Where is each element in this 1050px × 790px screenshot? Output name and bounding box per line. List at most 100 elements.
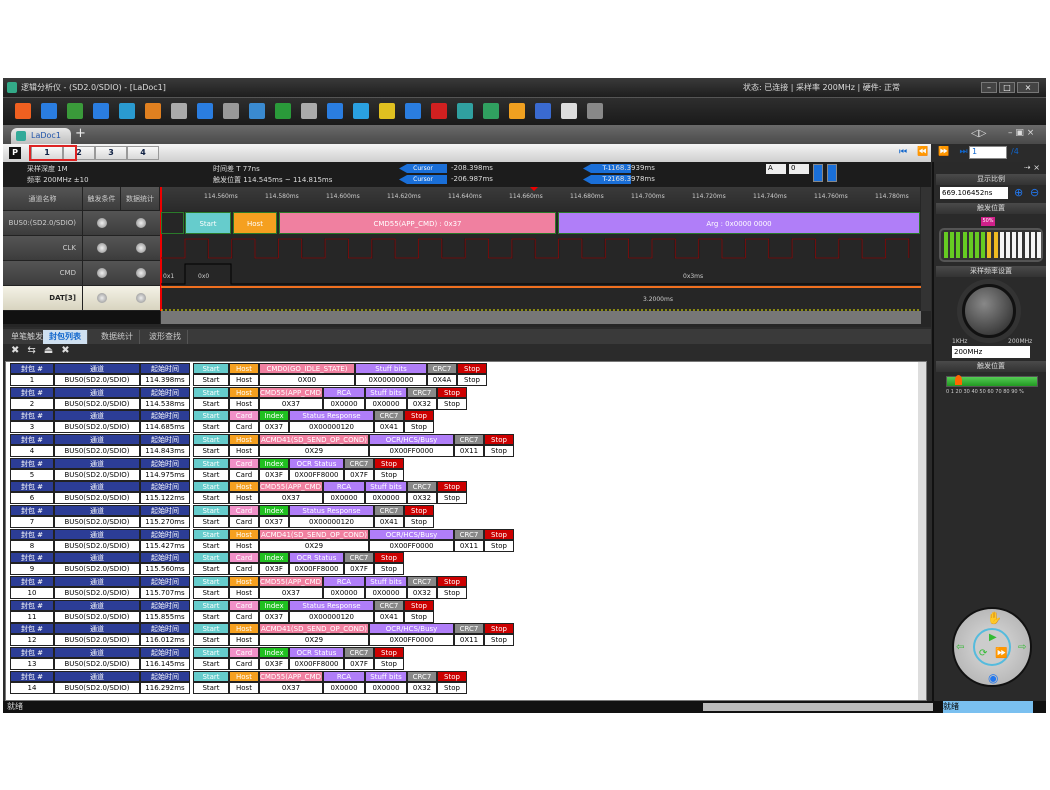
page-navigation-buttons[interactable]: ⏮⏪⏩⏭: [899, 147, 978, 157]
settings-icon[interactable]: [145, 103, 161, 119]
page-tab-2[interactable]: 2: [63, 146, 95, 160]
data-statistics-icon[interactable]: [136, 268, 146, 278]
zoom-out-icon[interactable]: ⊖: [1030, 186, 1040, 199]
maximize-button[interactable]: □: [999, 82, 1015, 93]
add-tab-button[interactable]: +: [75, 126, 86, 141]
pin-icon[interactable]: P: [9, 147, 21, 159]
stop-icon[interactable]: ◉: [988, 671, 999, 685]
channel-scrollbar[interactable]: [3, 311, 160, 324]
tab-scroll-arrows[interactable]: ◁▷: [971, 128, 987, 139]
grid-icon[interactable]: [535, 103, 551, 119]
single-run-icon[interactable]: ▶: [989, 632, 997, 643]
cursor-select-a[interactable]: A: [766, 164, 786, 174]
star-icon[interactable]: [509, 103, 525, 119]
bus-icon[interactable]: [353, 103, 369, 119]
cursor-b-tag[interactable]: Cursor: [399, 175, 447, 184]
panel-pin-close[interactable]: ⇢ ×: [1024, 163, 1040, 172]
cursor-tool-icon[interactable]: [813, 164, 823, 182]
list-tool-icons[interactable]: ✖⇆⏏✖: [11, 345, 78, 356]
packet-row[interactable]: 封包 #12 通道 BUS0(SD2.0/SDIO) 起始时间 116.012ms Sta…: [6, 623, 906, 647]
page-tab-3[interactable]: 3: [95, 146, 127, 160]
trigger-position-slider[interactable]: [946, 375, 1038, 387]
minimize-button[interactable]: –: [981, 82, 997, 93]
packet-row[interactable]: 封包 #13 通道 BUS0(SD2.0/SDIO) 起始时间 116.145ms Sta…: [6, 647, 906, 671]
bus-decode-segment[interactable]: CMD55(APP_CMD) : 0x37: [279, 212, 556, 234]
trigger-condition-icon[interactable]: [97, 293, 107, 303]
packet-row[interactable]: 封包 #5 通道 BUS0(SD2.0/SDIO) 起始时间 114.975ms Star…: [6, 457, 906, 481]
packet-row[interactable]: 封包 #10 通道 BUS0(SD2.0/SDIO) 起始时间 115.707ms Sta…: [6, 576, 906, 600]
packet-row[interactable]: 封包 #9 通道 BUS0(SD2.0/SDIO) 起始时间 115.560ms Star…: [6, 552, 906, 576]
page-tab-4[interactable]: 4: [127, 146, 159, 160]
refresh-icon[interactable]: [483, 103, 499, 119]
repeat-run-icon[interactable]: ⟳: [979, 648, 988, 659]
bus-decode-segment[interactable]: Host: [233, 212, 277, 234]
probe-icon[interactable]: [171, 103, 187, 119]
insert-icon[interactable]: [301, 103, 317, 119]
prev-icon[interactable]: ⇦: [956, 642, 965, 653]
cursor-a-tag[interactable]: Cursor: [399, 164, 447, 173]
zoom-in-icon[interactable]: ⊕: [1014, 186, 1024, 199]
save-icon[interactable]: [41, 103, 57, 119]
tab-window-controls[interactable]: – ▣ ×: [1008, 128, 1035, 138]
packet-row[interactable]: 封包 #8 通道 BUS0(SD2.0/SDIO) 起始时间 115.427ms Star…: [6, 528, 906, 552]
packet-row[interactable]: 封包 #11 通道 BUS0(SD2.0/SDIO) 起始时间 115.855ms Sta…: [6, 599, 906, 623]
channel-row[interactable]: CLK: [3, 236, 160, 261]
bus-decode-segment[interactable]: Start: [185, 212, 231, 234]
cursor-select-b[interactable]: 0: [789, 164, 809, 174]
add-channel-icon[interactable]: [197, 103, 213, 119]
level-meter[interactable]: [939, 228, 1043, 262]
sample-rate-knob[interactable]: [962, 284, 1016, 338]
channel-row[interactable]: BUS0:(SD2.0/SDIO): [3, 211, 160, 236]
mouse-icon[interactable]: [587, 103, 603, 119]
data-statistics-icon[interactable]: [136, 293, 146, 303]
tab-ladoc1[interactable]: LaDoc1: [11, 128, 71, 144]
cursor-t1-tag[interactable]: T-1: [583, 164, 631, 173]
zoom-select[interactable]: 669.106452ns: [940, 187, 1008, 199]
layout-icon[interactable]: [275, 103, 291, 119]
play-video-icon[interactable]: [561, 103, 577, 119]
waveform-hscrollbar[interactable]: [161, 311, 921, 324]
close-button[interactable]: ×: [1017, 82, 1039, 93]
marker-tool-icon[interactable]: [827, 164, 837, 182]
stack-icon[interactable]: [223, 103, 239, 119]
marker-b-icon[interactable]: [405, 103, 421, 119]
decode-icon[interactable]: [327, 103, 343, 119]
field-value: 0X7F: [344, 468, 374, 481]
continuous-run-icon[interactable]: ⏩: [995, 648, 1008, 659]
search-icon[interactable]: [457, 103, 473, 119]
marker-a-icon[interactable]: [379, 103, 395, 119]
sample-rate-select[interactable]: 200MHz: [952, 346, 1030, 358]
marker-c-icon[interactable]: [431, 103, 447, 119]
packet-row[interactable]: 封包 #7 通道 BUS0(SD2.0/SDIO) 起始时间 115.270ms Star…: [6, 505, 906, 529]
open-icon[interactable]: [15, 103, 31, 119]
save-as-icon[interactable]: [67, 103, 83, 119]
packet-row[interactable]: 封包 #3 通道 BUS0(SD2.0/SDIO) 起始时间 114.685ms Star…: [6, 410, 906, 434]
waveform-vscrollbar[interactable]: [921, 187, 931, 311]
page-input[interactable]: 1: [969, 146, 1007, 159]
trigger-condition-icon[interactable]: [97, 268, 107, 278]
tab-bottom-2[interactable]: 数据统计: [95, 330, 140, 344]
bus-decode-segment[interactable]: Arg : 0x0000 0000: [558, 212, 920, 234]
tab-bottom-3[interactable]: 波形查找: [143, 330, 188, 344]
packet-row[interactable]: 封包 #14 通道 BUS0(SD2.0/SDIO) 起始时间 116.292ms Sta…: [6, 670, 906, 694]
run-control-wheel[interactable]: ✋ ▶ ⟳ ⏩ ⇦ ⇨ ◉: [952, 607, 1032, 687]
capture-icon[interactable]: [119, 103, 135, 119]
next-icon[interactable]: ⇨: [1018, 642, 1027, 653]
packet-row[interactable]: 封包 #1 通道 BUS0(SD2.0/SDIO) 起始时间 114.398ms Star…: [6, 363, 906, 386]
table-icon[interactable]: [249, 103, 265, 119]
packet-row[interactable]: 封包 #6 通道 BUS0(SD2.0/SDIO) 起始时间 115.122ms Star…: [6, 481, 906, 505]
trigger-condition-icon[interactable]: [97, 243, 107, 253]
hand-icon[interactable]: ✋: [987, 611, 1002, 625]
export-icon[interactable]: [93, 103, 109, 119]
trigger-condition-icon[interactable]: [97, 218, 107, 228]
packet-row[interactable]: 封包 #2 通道 BUS0(SD2.0/SDIO) 起始时间 114.538ms Star…: [6, 386, 906, 410]
packet-list-scrollbar[interactable]: [918, 362, 926, 700]
data-statistics-icon[interactable]: [136, 243, 146, 253]
tab-bottom-1[interactable]: 封包列表: [43, 330, 88, 344]
channel-row[interactable]: CMD: [3, 261, 160, 286]
slider-thumb[interactable]: [955, 375, 962, 385]
channel-row[interactable]: DAT[3]: [3, 286, 160, 311]
cursor-t2-tag[interactable]: T-2: [583, 175, 631, 184]
data-statistics-icon[interactable]: [136, 218, 146, 228]
packet-row[interactable]: 封包 #4 通道 BUS0(SD2.0/SDIO) 起始时间 114.843ms Star…: [6, 434, 906, 457]
